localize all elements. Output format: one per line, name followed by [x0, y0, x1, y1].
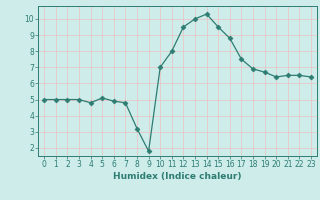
X-axis label: Humidex (Indice chaleur): Humidex (Indice chaleur)	[113, 172, 242, 181]
